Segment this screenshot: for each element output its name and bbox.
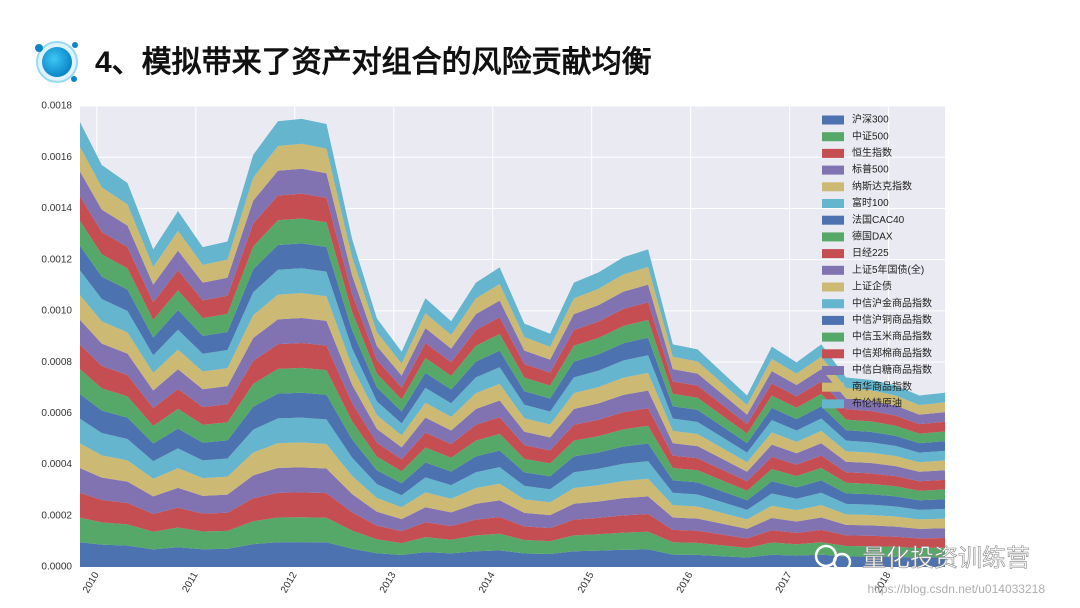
area xyxy=(80,268,945,463)
legend-label: 沪深300 xyxy=(852,113,889,126)
legend-label: 日经225 xyxy=(852,246,889,259)
legend-label: 法国CAC40 xyxy=(852,213,905,226)
title-icon xyxy=(35,41,78,83)
area xyxy=(80,517,945,558)
x-tick-label: 2010 xyxy=(81,570,102,595)
watermark: 量化投资训练营 https://blog.csdn.net/u014033218 xyxy=(814,545,1046,596)
legend-swatch xyxy=(822,315,844,325)
legend-swatch xyxy=(822,399,844,409)
area xyxy=(80,392,945,510)
y-tick-label: 0.0000 xyxy=(41,562,72,573)
legend-label: 中信沪铜商品指数 xyxy=(852,313,932,326)
slide-title: 4、模拟带来了资产对组合的风险贡献均衡 xyxy=(95,45,652,79)
y-tick-label: 0.0002 xyxy=(41,510,72,521)
legend-swatch xyxy=(822,165,844,175)
legend-label: 标普500 xyxy=(852,163,889,176)
legend-swatch xyxy=(822,132,844,142)
legend-label: 中信沪金商品指数 xyxy=(852,296,932,309)
watermark-url: https://blog.csdn.net/u014033218 xyxy=(868,582,1046,596)
x-tick-label: 2016 xyxy=(675,570,696,595)
area xyxy=(80,367,945,501)
legend-label: 德国DAX xyxy=(852,230,893,243)
area xyxy=(80,243,945,453)
legend-swatch xyxy=(822,199,844,208)
legend-label: 中证500 xyxy=(852,129,889,142)
legend-swatch xyxy=(822,115,844,125)
legend-swatch xyxy=(822,282,844,292)
watermark-brand: 量化投资训练营 xyxy=(862,545,1030,572)
legend-label: 中信玉米商品指数 xyxy=(852,330,932,343)
legend-label: 中信白糖商品指数 xyxy=(852,363,932,376)
area xyxy=(80,542,945,567)
area xyxy=(80,342,945,491)
y-tick-label: 0.0018 xyxy=(41,101,72,112)
legend-label: 布伦特原油 xyxy=(852,397,902,410)
legend-swatch xyxy=(822,148,844,158)
legend-label: 上证企债 xyxy=(852,280,892,293)
legend-swatch xyxy=(822,215,844,225)
area xyxy=(80,467,945,539)
y-tick-label: 0.0016 xyxy=(41,152,72,163)
legend-swatch xyxy=(822,382,844,392)
area xyxy=(80,442,945,529)
legend-label: 上证5年国债(全) xyxy=(852,263,924,276)
legend-label: 富时100 xyxy=(852,196,889,209)
area xyxy=(80,417,945,520)
legend-swatch xyxy=(822,299,844,309)
legend-label: 中信郑棉商品指数 xyxy=(852,346,932,359)
legend-swatch xyxy=(822,249,844,259)
y-tick-label: 0.0010 xyxy=(41,306,72,317)
legend-swatch xyxy=(822,332,844,342)
legend-swatch xyxy=(822,182,844,192)
legend-swatch xyxy=(822,349,844,359)
y-tick-label: 0.0004 xyxy=(41,459,72,470)
x-tick-label: 2017 xyxy=(774,570,795,595)
areas xyxy=(80,118,945,567)
x-tick-label: 2013 xyxy=(378,570,399,595)
y-tick-label: 0.0006 xyxy=(41,408,72,419)
legend-swatch xyxy=(822,366,844,375)
legend-label: 恒生指数 xyxy=(852,146,892,159)
x-tick-label: 2011 xyxy=(180,570,200,595)
area xyxy=(80,492,945,548)
x-tick-label: 2015 xyxy=(576,570,597,595)
area xyxy=(80,218,945,444)
area xyxy=(80,318,945,482)
x-tick-label: 2014 xyxy=(477,570,498,595)
area xyxy=(80,293,945,472)
y-tick-label: 0.0012 xyxy=(41,254,72,265)
x-tick-label: 2012 xyxy=(279,570,300,595)
legend-swatch xyxy=(822,232,844,242)
legend-swatch xyxy=(822,265,844,275)
y-tick-label: 0.0008 xyxy=(41,357,72,368)
legend-label: 南华商品指数 xyxy=(852,380,912,393)
y-tick-label: 0.0014 xyxy=(41,203,72,214)
legend-label: 纳斯达克指数 xyxy=(852,179,912,192)
